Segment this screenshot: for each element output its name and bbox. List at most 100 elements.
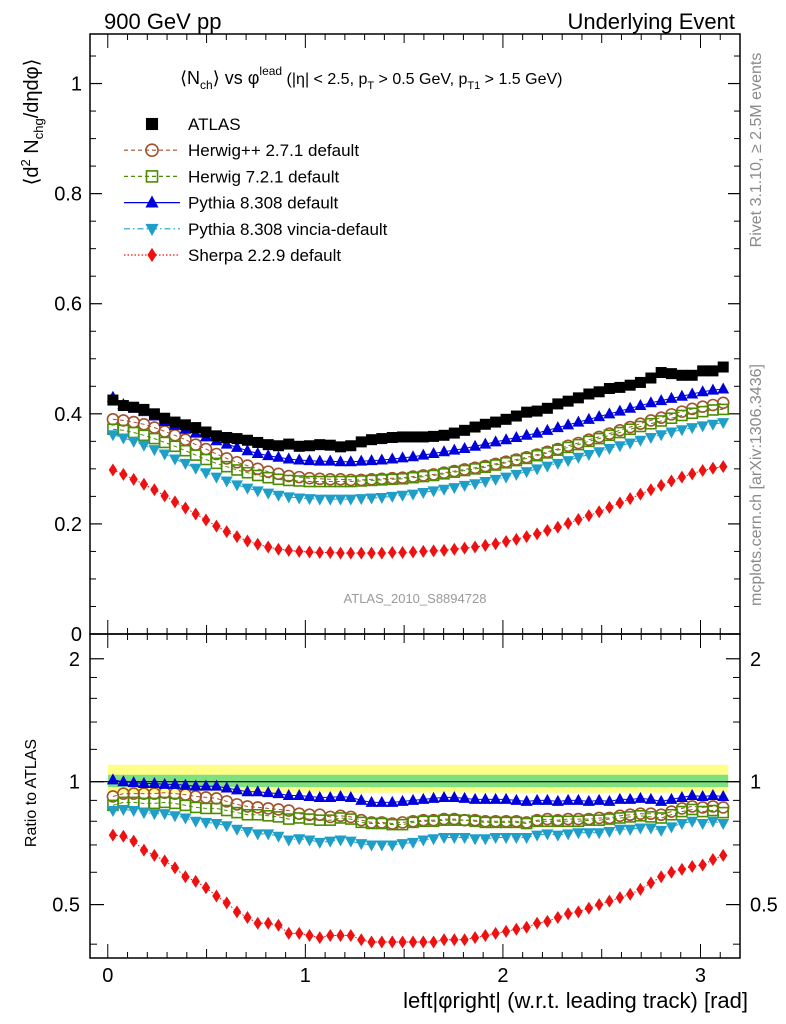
- data-point-atlas: [490, 416, 502, 428]
- data-point-sherpa-2-2-9-default: [108, 463, 118, 477]
- data-point-pythia-8-308-default: [334, 455, 347, 467]
- ratio-point-pythia-8-308-default: [634, 791, 647, 803]
- ratio-series-pythia-8-308-default: [106, 773, 730, 807]
- data-point-pythia-8-308-vincia-default: [313, 494, 326, 506]
- data-point-sherpa-2-2-9-default: [305, 545, 314, 559]
- data-point-pythia-8-308-vincia-default: [427, 486, 440, 498]
- ratio-point-pythia-8-308-default: [106, 773, 119, 785]
- ratio-point-pythia-8-308-vincia-default: [593, 828, 606, 840]
- data-point-sherpa-2-2-9-default: [284, 543, 293, 557]
- ratio-point-pythia-8-308-default: [137, 776, 150, 788]
- data-point-atlas: [293, 440, 305, 452]
- data-point-pythia-8-308-vincia-default: [469, 479, 482, 491]
- ratio-point-sherpa-2-2-9-default: [264, 916, 273, 930]
- ratio-point-pythia-8-308-default: [272, 787, 285, 799]
- ratio-y-tick-label: 2: [69, 649, 80, 671]
- ratio-point-pythia-8-308-vincia-default: [675, 818, 688, 830]
- data-point-pythia-8-308-vincia-default: [541, 461, 554, 473]
- data-point-pythia-8-308-default: [282, 452, 295, 464]
- data-point-sherpa-2-2-9-default: [708, 461, 718, 475]
- ratio-point-pythia-8-308-default: [500, 792, 513, 804]
- data-point-sherpa-2-2-9-default: [181, 501, 190, 515]
- data-point-sherpa-2-2-9-default: [532, 527, 542, 541]
- data-point-atlas: [676, 369, 688, 381]
- ratio-point-pythia-8-308-vincia-default: [562, 829, 575, 841]
- data-point-pythia-8-308-vincia-default: [334, 494, 347, 506]
- ratio-point-pythia-8-308-vincia-default: [469, 834, 482, 846]
- data-point-atlas: [448, 427, 460, 439]
- data-point-pythia-8-308-vincia-default: [572, 452, 585, 464]
- data-point-atlas: [179, 419, 191, 431]
- data-point-sherpa-2-2-9-default: [429, 544, 438, 558]
- data-point-sherpa-2-2-9-default: [212, 519, 221, 533]
- data-point-pythia-8-308-vincia-default: [624, 438, 637, 450]
- data-point-pythia-8-308-default: [303, 454, 316, 466]
- ratio-point-pythia-8-308-vincia-default: [572, 828, 585, 840]
- ratio-point-pythia-8-308-default: [551, 794, 564, 806]
- ratio-point-sherpa-2-2-9-default: [512, 922, 521, 936]
- data-point-atlas: [117, 400, 129, 412]
- data-point-sherpa-2-2-9-default: [201, 513, 211, 527]
- legend-label: Sherpa 2.2.9 default: [188, 246, 341, 265]
- ratio-point-sherpa-2-2-9-default: [656, 870, 666, 884]
- ratio-series-sherpa-2-2-9-default: [108, 828, 728, 949]
- legend: ATLAS Herwig++ 2.7.1 default Herwig 7.2.1 …: [124, 115, 388, 265]
- main-y-tick-label: 0.4: [54, 404, 82, 426]
- data-point-sherpa-2-2-9-default: [491, 537, 500, 551]
- series-pythia-8-308-vincia-default: [106, 418, 730, 506]
- data-point-atlas: [169, 416, 181, 428]
- data-point-pythia-8-308-default: [603, 407, 616, 419]
- ratio-point-pythia-8-308-vincia-default: [407, 837, 420, 849]
- ratio-point-pythia-8-308-default: [706, 789, 719, 801]
- ratio-point-sherpa-2-2-9-default: [636, 882, 645, 896]
- data-point-atlas: [355, 436, 367, 448]
- ratio-point-pythia-8-308-default: [313, 790, 326, 802]
- data-point-pythia-8-308-vincia-default: [386, 491, 399, 503]
- main-y-tick-label: 0: [71, 624, 82, 646]
- data-point-atlas: [303, 440, 315, 452]
- data-point-pythia-8-308-vincia-default: [696, 421, 709, 433]
- data-point-atlas: [324, 439, 336, 451]
- data-point-pythia-8-308-vincia-default: [262, 488, 275, 500]
- data-point-sherpa-2-2-9-default: [687, 467, 697, 481]
- data-point-atlas: [479, 418, 491, 430]
- data-point-sherpa-2-2-9-default: [232, 530, 242, 544]
- data-point-pythia-8-308-default: [624, 401, 637, 413]
- data-point-pythia-8-308-vincia-default: [199, 468, 212, 480]
- data-point-pythia-8-308-default: [489, 435, 502, 447]
- ratio-point-sherpa-2-2-9-default: [243, 910, 252, 924]
- data-point-pythia-8-308-default: [717, 382, 730, 394]
- data-point-atlas: [366, 434, 378, 446]
- main-y-tick-label: 0.8: [54, 184, 82, 206]
- ratio-point-pythia-8-308-vincia-default: [241, 827, 254, 839]
- header-left: 900 GeV pp: [104, 9, 221, 34]
- ratio-point-pythia-8-308-vincia-default: [168, 811, 181, 823]
- data-point-pythia-8-308-default: [438, 445, 451, 457]
- data-point-pythia-8-308-default: [634, 399, 647, 411]
- ratio-series-pythia-8-308-vincia-default: [106, 804, 730, 852]
- ratio-point-pythia-8-308-vincia-default: [282, 835, 295, 847]
- ratio-point-pythia-8-308-vincia-default: [500, 833, 513, 845]
- ratio-point-pythia-8-308-default: [282, 789, 295, 801]
- plot-layer: 0 0.2 0.4 0.6 0.8 1 0 1 2 3 0.5 0.5 1 1 2 2 ATLAS Herwig+…: [52, 33, 778, 987]
- data-point-pythia-8-308-vincia-default: [603, 443, 616, 455]
- ratio-point-pythia-8-308-vincia-default: [148, 809, 161, 821]
- data-point-sherpa-2-2-9-default: [636, 487, 645, 501]
- data-point-atlas: [159, 412, 171, 424]
- ratio-point-pythia-8-308-vincia-default: [479, 834, 492, 846]
- ratio-series-herwig-7-2-1-default: [107, 796, 730, 831]
- data-point-pythia-8-308-vincia-default: [117, 433, 130, 445]
- data-point-pythia-8-308-vincia-default: [613, 441, 626, 453]
- data-point-herwig-2-7-1-default: [127, 415, 140, 429]
- legend-marker: [145, 223, 159, 236]
- ratio-point-pythia-8-308-default: [158, 777, 171, 789]
- data-point-pythia-8-308-default: [355, 454, 368, 466]
- data-point-sherpa-2-2-9-default: [512, 532, 521, 546]
- data-point-pythia-8-308-default: [241, 444, 254, 456]
- main-y-tick-label: 0.6: [54, 294, 82, 316]
- ratio-point-sherpa-2-2-9-default: [222, 896, 231, 910]
- data-point-pythia-8-308-vincia-default: [686, 423, 699, 435]
- ratio-point-pythia-8-308-vincia-default: [293, 834, 306, 846]
- ratio-point-pythia-8-308-vincia-default: [137, 808, 150, 820]
